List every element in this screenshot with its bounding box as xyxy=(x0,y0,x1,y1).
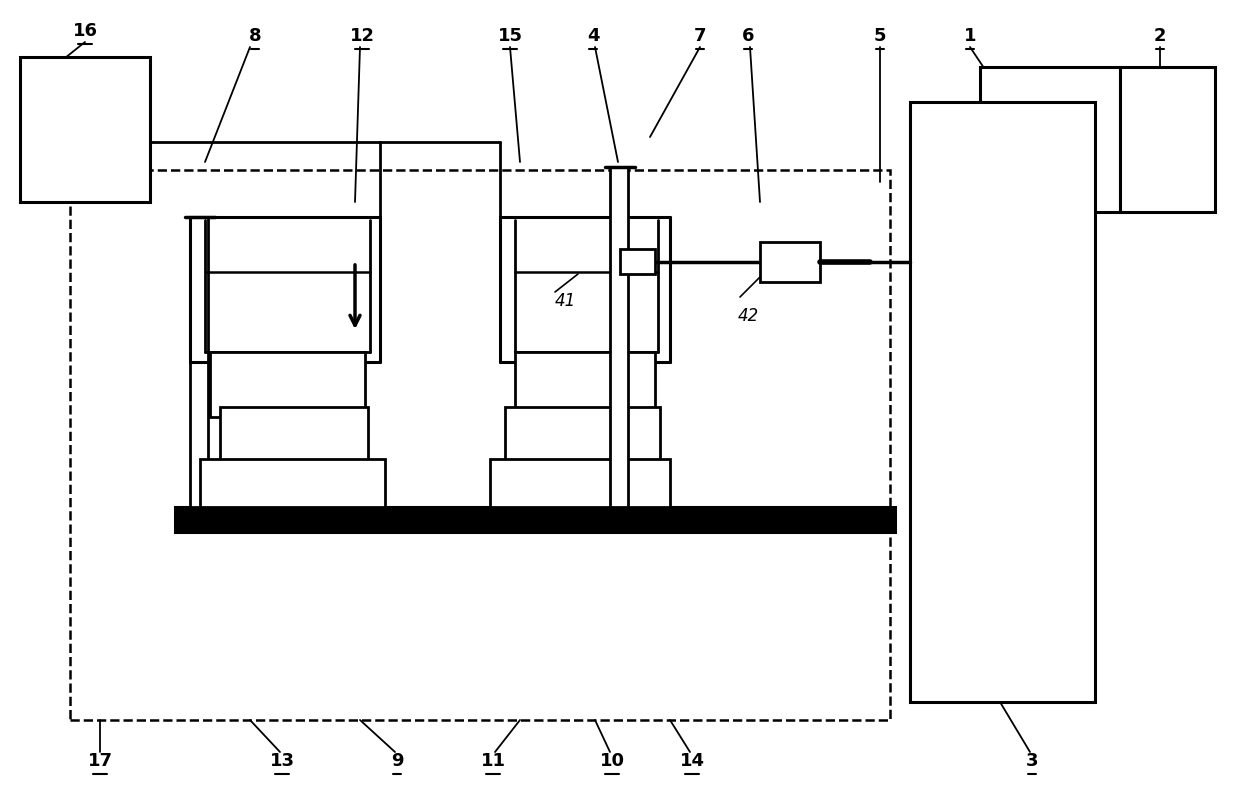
Bar xyxy=(505,407,660,462)
Text: 14: 14 xyxy=(680,752,704,770)
Text: 6: 6 xyxy=(742,27,754,45)
Text: 2: 2 xyxy=(1153,27,1167,45)
Text: 3: 3 xyxy=(1025,752,1038,770)
Text: 12: 12 xyxy=(350,27,374,45)
Bar xyxy=(490,459,670,507)
Bar xyxy=(200,459,384,507)
Text: 17: 17 xyxy=(88,752,113,770)
Bar xyxy=(69,170,890,720)
Bar xyxy=(210,352,365,417)
Bar xyxy=(760,242,820,282)
Bar xyxy=(175,507,895,532)
Bar xyxy=(219,407,368,462)
Text: 15: 15 xyxy=(497,27,522,45)
Text: 4: 4 xyxy=(587,27,599,45)
Bar xyxy=(1120,67,1215,212)
Bar xyxy=(910,102,1095,702)
Bar xyxy=(610,167,627,507)
Text: 8: 8 xyxy=(249,27,262,45)
Text: 9: 9 xyxy=(391,752,403,770)
Bar xyxy=(515,352,655,417)
Text: 13: 13 xyxy=(269,752,295,770)
Bar xyxy=(190,217,208,507)
Bar xyxy=(980,67,1120,212)
Text: 1: 1 xyxy=(963,27,976,45)
Text: 41: 41 xyxy=(556,292,577,310)
Text: 10: 10 xyxy=(599,752,625,770)
Text: 7: 7 xyxy=(693,27,707,45)
Text: 16: 16 xyxy=(72,22,98,40)
Bar xyxy=(20,57,150,202)
Text: 42: 42 xyxy=(738,307,759,325)
Text: 11: 11 xyxy=(481,752,506,770)
Bar xyxy=(620,249,655,274)
Text: 5: 5 xyxy=(874,27,887,45)
